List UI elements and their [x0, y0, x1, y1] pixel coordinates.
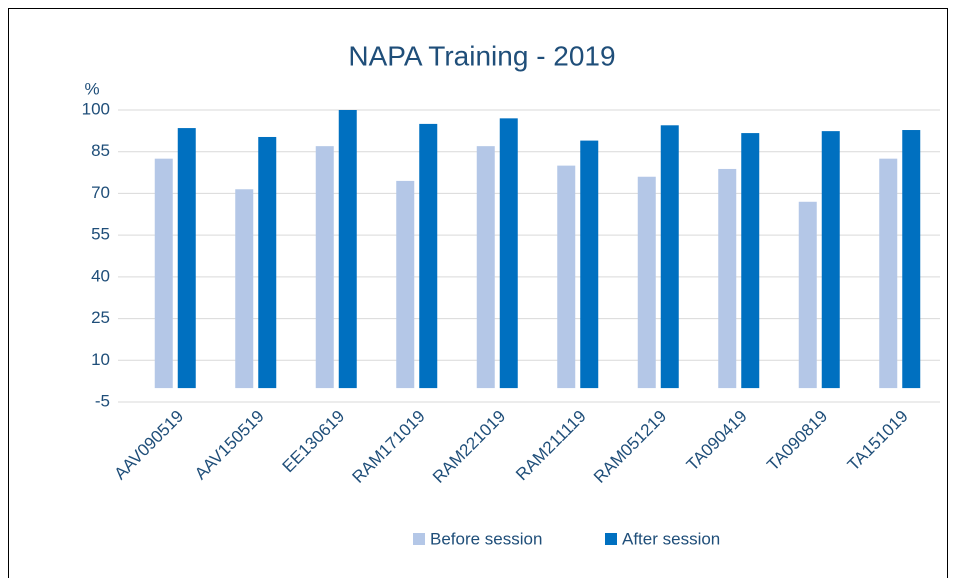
x-tick-label: RAM171019: [348, 407, 428, 487]
bar: [557, 165, 576, 389]
legend-label: Before session: [430, 529, 542, 548]
x-tick-label: EE130619: [279, 407, 349, 477]
x-tick-label: AAV090519: [111, 407, 188, 484]
y-tick-label: 100: [82, 99, 110, 118]
y-tick-label: 85: [91, 141, 110, 160]
bar: [660, 125, 679, 389]
bar: [580, 140, 599, 389]
bar: [338, 110, 357, 389]
legend-label: After session: [622, 529, 720, 548]
y-tick-label: 10: [91, 350, 110, 369]
y-tick-label: 40: [91, 266, 110, 285]
x-tick-label: AAV150519: [191, 407, 268, 484]
bar: [177, 128, 196, 389]
y-tick-label: 70: [91, 183, 110, 202]
chart-border: [8, 8, 948, 578]
bar: [315, 146, 334, 389]
x-tick-label: TA151019: [844, 407, 912, 475]
bar: [476, 146, 495, 389]
bar: [235, 189, 254, 389]
bar: [879, 158, 898, 389]
bar: [741, 133, 760, 389]
bar: [821, 131, 840, 389]
y-tick-label: -5: [95, 391, 110, 410]
legend-swatch: [605, 533, 617, 545]
bar: [154, 158, 173, 389]
bar: [798, 201, 817, 389]
chart-title: NAPA Training - 2019: [348, 40, 615, 71]
bar: [637, 176, 656, 389]
bar: [499, 118, 518, 389]
y-tick-label: 25: [91, 308, 110, 327]
bar: [258, 136, 277, 389]
x-tick-label: TA090419: [683, 407, 751, 475]
y-tick-label: 55: [91, 225, 110, 244]
x-tick-label: RAM221019: [429, 407, 509, 487]
y-axis-label: %: [84, 79, 99, 98]
bar: [396, 180, 415, 389]
bar: [419, 123, 438, 389]
bar: [902, 130, 921, 389]
bar: [718, 168, 737, 389]
x-tick-label: RAM211119: [512, 407, 590, 485]
legend-swatch: [413, 533, 425, 545]
x-tick-label: TA090819: [763, 407, 831, 475]
x-tick-label: RAM051219: [590, 407, 670, 487]
